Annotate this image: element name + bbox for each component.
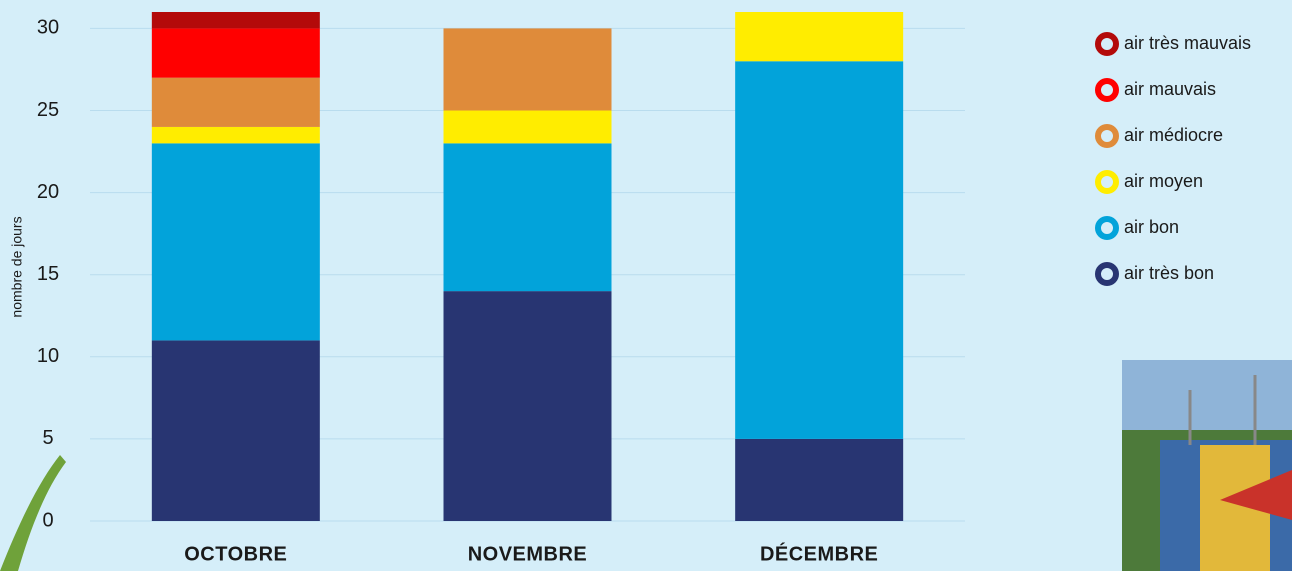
- bar-segment: [151, 12, 320, 29]
- legend-marker: [1095, 262, 1119, 286]
- photo: [1122, 360, 1292, 571]
- y-tick-label: 25: [37, 99, 59, 121]
- legend-marker: [1095, 124, 1119, 148]
- x-tick-label: NOVEMBRE: [468, 543, 588, 565]
- y-tick-label: 15: [37, 263, 59, 285]
- y-tick-label: 30: [37, 17, 59, 39]
- y-tick-label: 5: [42, 427, 53, 449]
- bar-segment: [735, 438, 904, 521]
- fern-decoration: [0, 455, 66, 571]
- legend-label: air très bon: [1124, 263, 1214, 283]
- bar-segment: [151, 126, 320, 144]
- legend-label: air mauvais: [1124, 79, 1216, 99]
- y-tick-label: 10: [37, 345, 59, 367]
- legend-marker: [1095, 216, 1119, 240]
- bar-segment: [443, 291, 612, 521]
- bar-segment: [735, 61, 904, 439]
- legend-marker: [1095, 170, 1119, 194]
- legend-marker: [1095, 32, 1119, 56]
- bar-segment: [151, 340, 320, 521]
- y-tick-label: 20: [37, 181, 59, 203]
- y-axis-label: nombre de jours: [9, 216, 25, 317]
- x-tick-label: DÉCEMBRE: [760, 542, 878, 565]
- bar-segment: [735, 12, 904, 62]
- y-tick-label: 0: [42, 509, 53, 531]
- legend-label: air médiocre: [1124, 125, 1223, 145]
- bar-segment: [151, 28, 320, 78]
- bar-segment: [443, 110, 612, 144]
- legend-label: air très mauvais: [1124, 33, 1251, 53]
- bar-segment: [151, 77, 320, 127]
- legend-label: air moyen: [1124, 171, 1203, 191]
- bar-segment: [443, 143, 612, 292]
- x-tick-label: OCTOBRE: [184, 543, 287, 565]
- bar-segment: [443, 28, 612, 111]
- legend-label: air bon: [1124, 217, 1179, 237]
- bar-segment: [151, 143, 320, 341]
- legend-marker: [1095, 78, 1119, 102]
